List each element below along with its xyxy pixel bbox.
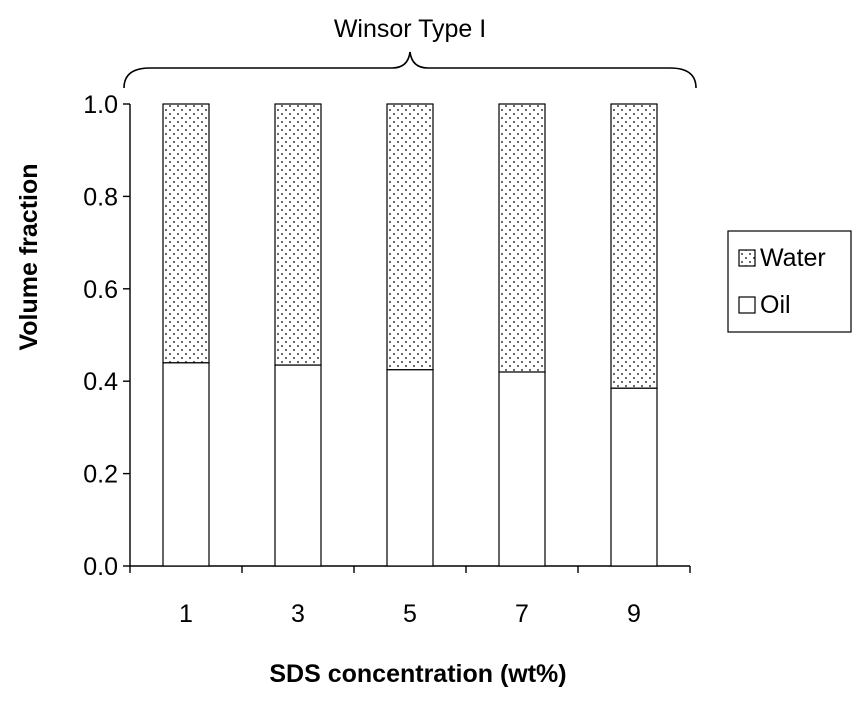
y-tick-label: 1.0 (83, 91, 118, 119)
x-tick-label: 1 (179, 600, 193, 628)
bar-oil-9 (610, 387, 658, 567)
legend-box (727, 230, 852, 333)
legend: Water Oil (727, 230, 852, 333)
bar-oil-7 (498, 371, 546, 567)
bar-water-1 (162, 103, 210, 364)
y-tick-label: 0.8 (83, 183, 118, 211)
winsor-brace (123, 51, 697, 89)
x-tick-label: 3 (291, 600, 305, 628)
y-tick-label: 0.0 (83, 553, 118, 581)
bar-water-7 (498, 103, 546, 373)
bar-oil-5 (386, 369, 434, 567)
annotation-text: Winsor Type I (334, 15, 486, 43)
legend-swatch-oil (738, 296, 756, 314)
bar-water-9 (610, 103, 658, 389)
bar-oil-3 (274, 364, 322, 567)
bar-oil-1 (162, 362, 210, 567)
x-tick-label: 5 (403, 600, 417, 628)
bar-water-5 (386, 103, 434, 371)
legend-swatch-water (738, 249, 756, 267)
x-tick-label: 9 (627, 600, 641, 628)
x-tick-label: 7 (515, 600, 529, 628)
y-tick-label: 0.2 (83, 461, 118, 489)
y-axis-title: Volume fraction (15, 163, 43, 350)
x-axis-title: SDS concentration (wt%) (269, 660, 566, 688)
bar-water-3 (274, 103, 322, 366)
y-tick-label: 0.4 (83, 368, 118, 396)
legend-label-water: Water (760, 244, 826, 272)
y-tick-label: 0.6 (83, 276, 118, 304)
legend-label-oil: Oil (760, 291, 791, 319)
